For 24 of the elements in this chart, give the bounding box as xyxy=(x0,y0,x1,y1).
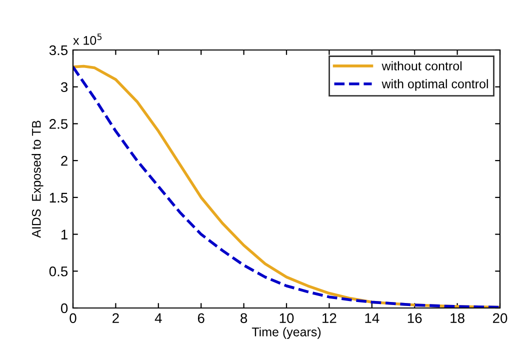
x-tick-label: 6 xyxy=(198,313,204,324)
x-tick-label: 20 xyxy=(492,313,508,324)
x-tick-label: 18 xyxy=(450,313,464,324)
y-tick-label: 2 xyxy=(61,156,68,166)
y-tick-label: 0.5 xyxy=(49,266,68,276)
y-tick-label: 2.5 xyxy=(50,119,68,129)
y-tick-label: 3 xyxy=(60,82,68,92)
legend-label: with optimal control xyxy=(382,79,488,91)
legend-label: without control xyxy=(382,61,462,70)
x-tick-label: 10 xyxy=(280,313,294,324)
x-tick-label: 14 xyxy=(365,313,380,323)
y-tick-label: 0 xyxy=(60,303,68,314)
x-tick-label: 2 xyxy=(112,313,119,323)
y-tick-label: 1 xyxy=(61,230,68,240)
x-tick-label: 4 xyxy=(154,313,162,323)
x-tick-label: 16 xyxy=(408,313,422,324)
y-axis-title: AIDS Exposed to TB xyxy=(32,120,44,238)
y-tick-label: 1.5 xyxy=(50,192,68,203)
x-tick-label: 0 xyxy=(70,313,76,324)
x-tick-label: 12 xyxy=(322,313,336,323)
x-axis-title: Time (years) xyxy=(252,327,321,339)
x-tick-label: 8 xyxy=(240,313,248,324)
text: x 10$^{5}$ xyxy=(73,34,102,45)
y-tick-label: 3.5 xyxy=(49,45,68,56)
